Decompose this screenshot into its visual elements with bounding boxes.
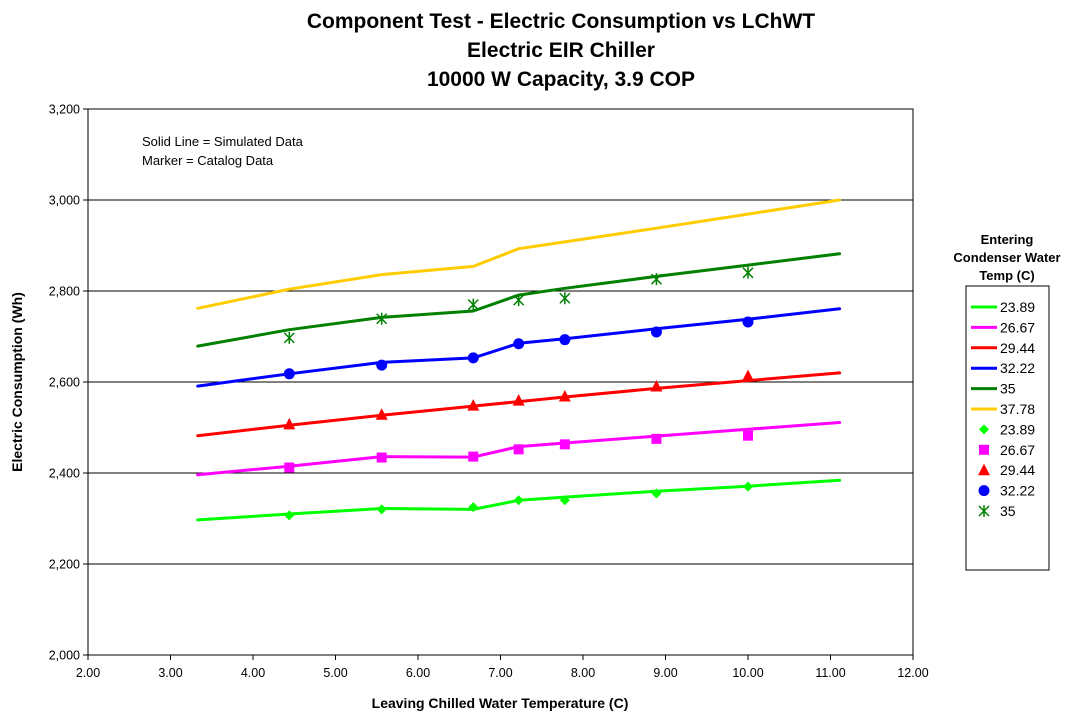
data-point-32-22 xyxy=(467,352,479,364)
x-axis-title: Leaving Chilled Water Temperature (C) xyxy=(372,695,629,711)
data-point-29-44 xyxy=(283,417,296,430)
data-point-29-44 xyxy=(467,399,480,411)
legend-label: 35 xyxy=(1000,503,1016,519)
data-point-35 xyxy=(376,312,388,325)
data-point-35 xyxy=(513,294,525,307)
legend-title-line-2: Condenser Water xyxy=(953,250,1060,265)
y-tick-label: 2,400 xyxy=(49,467,80,481)
data-point-23-89 xyxy=(651,488,662,499)
data-point-29-44 xyxy=(375,408,388,420)
data-point-35 xyxy=(742,266,754,279)
data-point-26-67 xyxy=(651,433,662,444)
x-tick-label: 8.00 xyxy=(571,666,595,680)
series-line-37-78 xyxy=(196,198,842,310)
data-point-23-89 xyxy=(284,510,295,521)
catalog-markers xyxy=(283,266,754,521)
legend-label: 29.44 xyxy=(1000,340,1035,356)
x-tick-label: 10.00 xyxy=(732,666,763,680)
chart-title-line-2: Electric EIR Chiller xyxy=(467,39,655,62)
data-point-23-89 xyxy=(513,495,524,506)
legend-marker-swatch xyxy=(978,505,990,517)
data-point-23-89 xyxy=(468,502,479,513)
y-tick-label: 2,600 xyxy=(49,376,80,390)
data-point-32-22 xyxy=(283,368,295,380)
y-tick-label: 3,200 xyxy=(49,103,80,117)
data-point-35 xyxy=(559,292,571,305)
legend-label: 26.67 xyxy=(1000,319,1035,335)
data-point-26-67 xyxy=(468,451,479,462)
data-point-35 xyxy=(467,298,479,311)
data-point-32-22 xyxy=(650,326,662,338)
chart-title-line-3: 10000 W Capacity, 3.9 COP xyxy=(427,68,695,91)
x-tick-label: 6.00 xyxy=(406,666,430,680)
x-tick-label: 2.00 xyxy=(76,666,100,680)
axis-ticks: 2,000 2,200 2,400 2,600 2,800 3,000 3,200 2.00 3… xyxy=(49,103,929,681)
legend-label: 23.89 xyxy=(1000,421,1035,437)
y-axis-title: Electric Consumption (Wh) xyxy=(9,292,25,472)
data-point-29-44 xyxy=(650,380,663,392)
x-tick-label: 4.00 xyxy=(241,666,265,680)
data-point-32-22 xyxy=(376,359,388,371)
y-tick-label: 2,200 xyxy=(49,558,80,572)
y-tick-label: 2,800 xyxy=(49,285,80,299)
chart-title-line-1: Component Test - Electric Consumption vs… xyxy=(307,10,815,33)
data-point-35 xyxy=(283,331,295,344)
legend-label: 37.78 xyxy=(1000,401,1035,417)
legend-label: 35 xyxy=(1000,381,1016,397)
data-point-26-67 xyxy=(284,462,295,473)
x-tick-label: 7.00 xyxy=(488,666,512,680)
data-point-32-22 xyxy=(559,334,571,346)
legend-title-line-1: Entering xyxy=(981,232,1034,247)
annotation-solid-line: Solid Line = Simulated Data xyxy=(142,134,304,149)
data-point-32-22 xyxy=(742,316,754,328)
legend-marker-swatch xyxy=(978,485,990,497)
legend: 23.89 26.67 29.44 32.22 35 37.78 23.89 26.67 29.… xyxy=(971,299,1035,519)
data-point-23-89 xyxy=(559,495,570,506)
data-point-32-22 xyxy=(513,338,525,350)
data-point-26-67 xyxy=(743,430,753,441)
legend-box xyxy=(965,285,1050,571)
data-point-29-44 xyxy=(742,369,754,382)
x-tick-label: 3.00 xyxy=(158,666,182,680)
x-tick-label: 12.00 xyxy=(897,666,928,680)
legend-marker-swatch xyxy=(978,463,990,476)
legend-label: 32.22 xyxy=(1000,483,1035,499)
y-tick-label: 3,000 xyxy=(49,194,80,208)
data-point-29-44 xyxy=(512,394,525,406)
legend-label: 26.67 xyxy=(1000,442,1035,458)
y-tick-label: 2,000 xyxy=(49,649,80,663)
data-point-23-89 xyxy=(376,504,387,515)
legend-marker-swatch xyxy=(979,424,989,435)
legend-label: 23.89 xyxy=(1000,299,1035,315)
x-tick-label: 5.00 xyxy=(323,666,347,680)
data-point-35 xyxy=(650,273,662,286)
data-point-23-89 xyxy=(743,481,753,492)
annotation-marker: Marker = Catalog Data xyxy=(142,153,274,168)
legend-label: 32.22 xyxy=(1000,360,1035,376)
legend-marker-swatch xyxy=(979,444,989,455)
data-point-26-67 xyxy=(376,452,387,463)
legend-title-line-3: Temp (C) xyxy=(979,268,1034,283)
legend-label: 29.44 xyxy=(1000,462,1035,478)
data-point-26-67 xyxy=(513,444,524,455)
data-point-29-44 xyxy=(558,390,571,402)
data-point-26-67 xyxy=(559,439,570,450)
x-tick-label: 9.00 xyxy=(653,666,677,680)
x-tick-label: 11.00 xyxy=(815,666,845,680)
